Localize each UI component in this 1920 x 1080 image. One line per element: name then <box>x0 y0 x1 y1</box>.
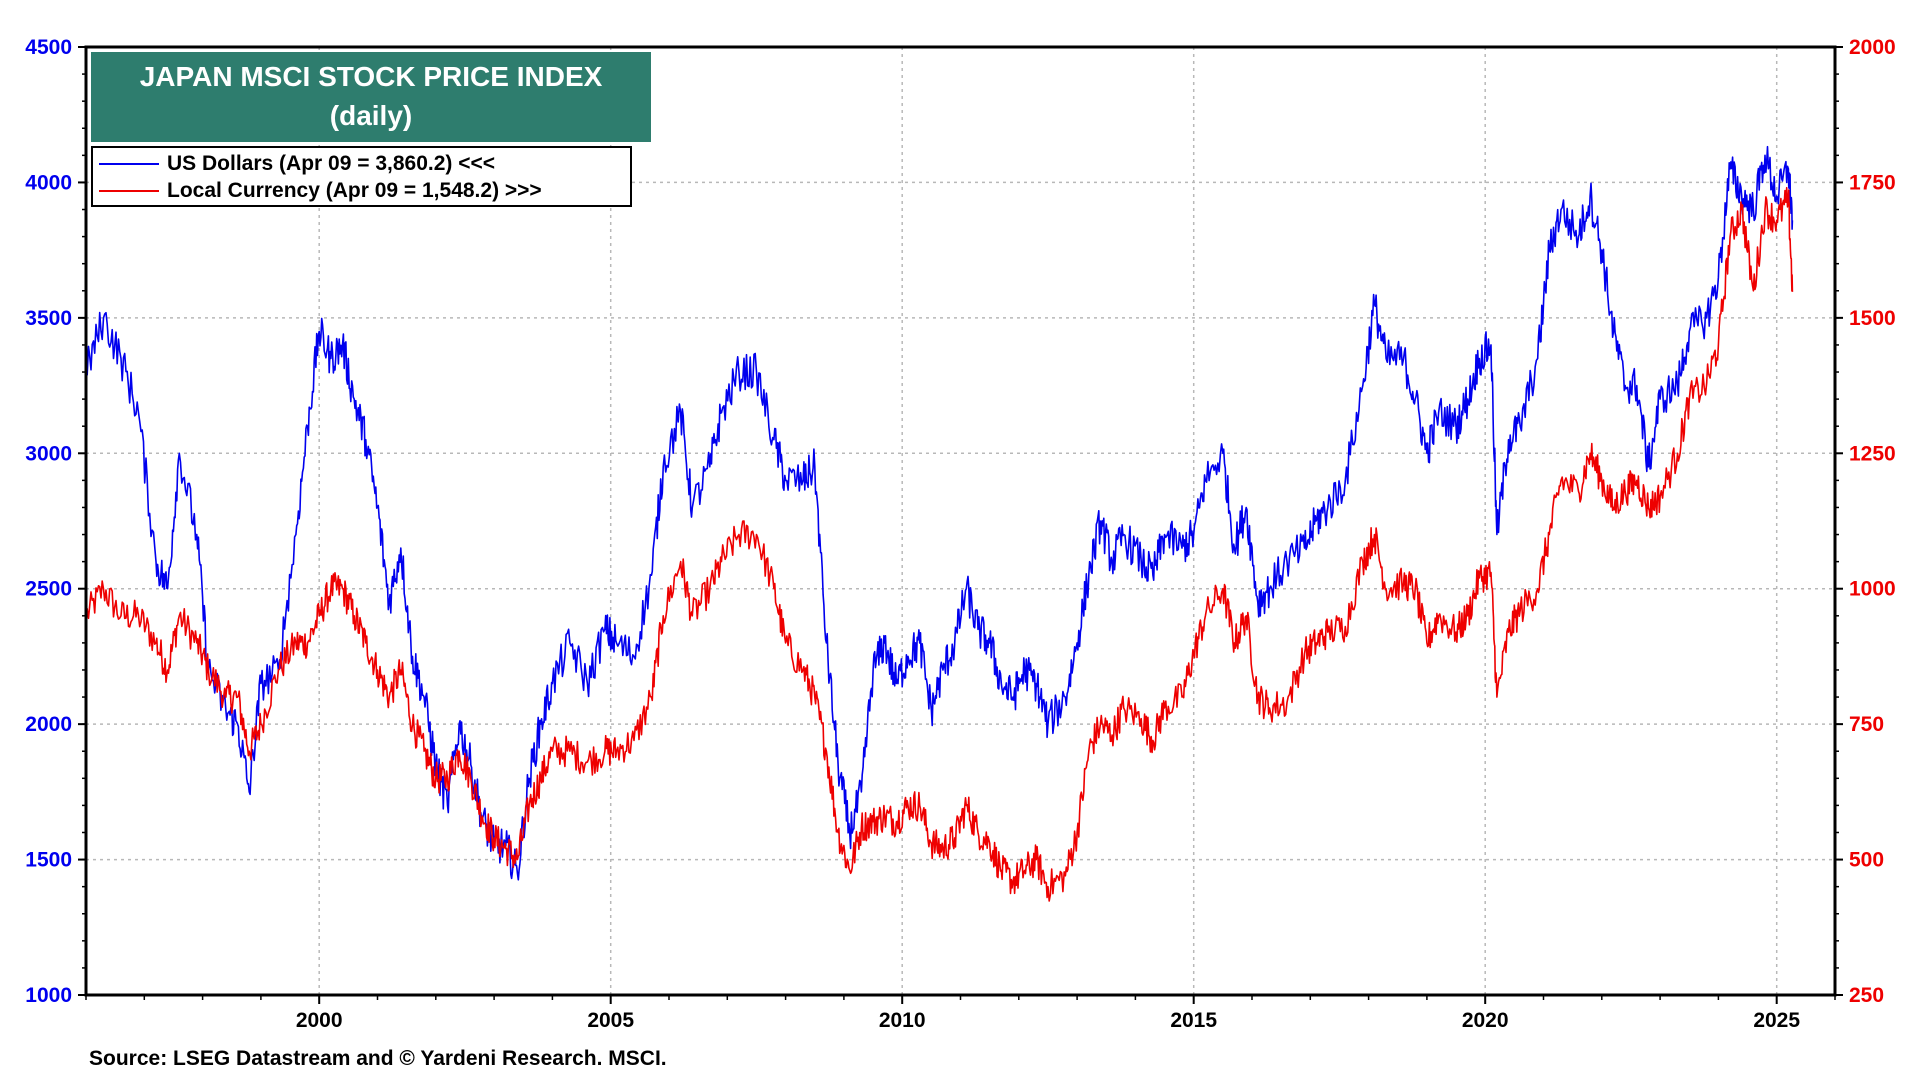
left-tick-label: 1500 <box>25 849 72 872</box>
axis-right: 2000 1750 1500 1250 1000 750 500 250 <box>1835 36 1896 1007</box>
right-tick-label: 1750 <box>1849 171 1896 194</box>
left-tick-label: 4000 <box>25 171 72 194</box>
right-tick-label: 1500 <box>1849 307 1896 330</box>
series-local-currency <box>85 186 1794 902</box>
x-tick-label: 2020 <box>1462 1009 1509 1032</box>
legend-item-us-dollars: US Dollars (Apr 09 = 3,860.2) <<< <box>99 151 495 177</box>
left-tick-label: 2500 <box>25 578 72 601</box>
x-tick-label: 2025 <box>1753 1009 1800 1032</box>
source-note: Source: LSEG Datastream and © Yardeni Re… <box>89 1047 667 1070</box>
left-tick-label: 3000 <box>25 442 72 465</box>
x-tick-label: 2015 <box>1170 1009 1217 1032</box>
line-local-currency <box>85 186 1794 902</box>
axis-left: 4500 4000 3500 3000 2500 2000 1500 1000 <box>25 36 86 1007</box>
legend-swatch-us-dollars <box>99 163 159 165</box>
legend: US Dollars (Apr 09 = 3,860.2) <<< Local … <box>91 146 632 207</box>
right-tick-label: 250 <box>1849 984 1884 1007</box>
right-tick-label: 1250 <box>1849 442 1896 465</box>
series-us-dollars <box>85 145 1794 881</box>
line-us-dollars <box>85 145 1794 881</box>
chart-title-box: JAPAN MSCI STOCK PRICE INDEX (daily) <box>91 52 651 142</box>
right-tick-label: 500 <box>1849 849 1884 872</box>
left-tick-label: 2000 <box>25 713 72 736</box>
right-tick-label: 1000 <box>1849 578 1896 601</box>
legend-item-local-currency: Local Currency (Apr 09 = 1,548.2) >>> <box>99 178 542 204</box>
right-tick-label: 750 <box>1849 713 1884 736</box>
x-tick-label: 2005 <box>587 1009 634 1032</box>
x-tick-label: 2000 <box>296 1009 343 1032</box>
chart-title: JAPAN MSCI STOCK PRICE INDEX <box>139 61 603 92</box>
legend-label-local-currency: Local Currency (Apr 09 = 1,548.2) >>> <box>167 179 542 202</box>
left-tick-label: 4500 <box>25 36 72 59</box>
x-tick-label: 2010 <box>879 1009 926 1032</box>
axis-x: 2000 2005 2010 2015 2020 2025 <box>85 995 1836 1032</box>
chart-subtitle: (daily) <box>329 100 413 131</box>
left-tick-label: 1000 <box>25 984 72 1007</box>
right-tick-label: 2000 <box>1849 36 1896 59</box>
left-tick-label: 3500 <box>25 307 72 330</box>
legend-label-us-dollars: US Dollars (Apr 09 = 3,860.2) <<< <box>167 152 496 175</box>
legend-swatch-local-currency <box>99 190 159 192</box>
